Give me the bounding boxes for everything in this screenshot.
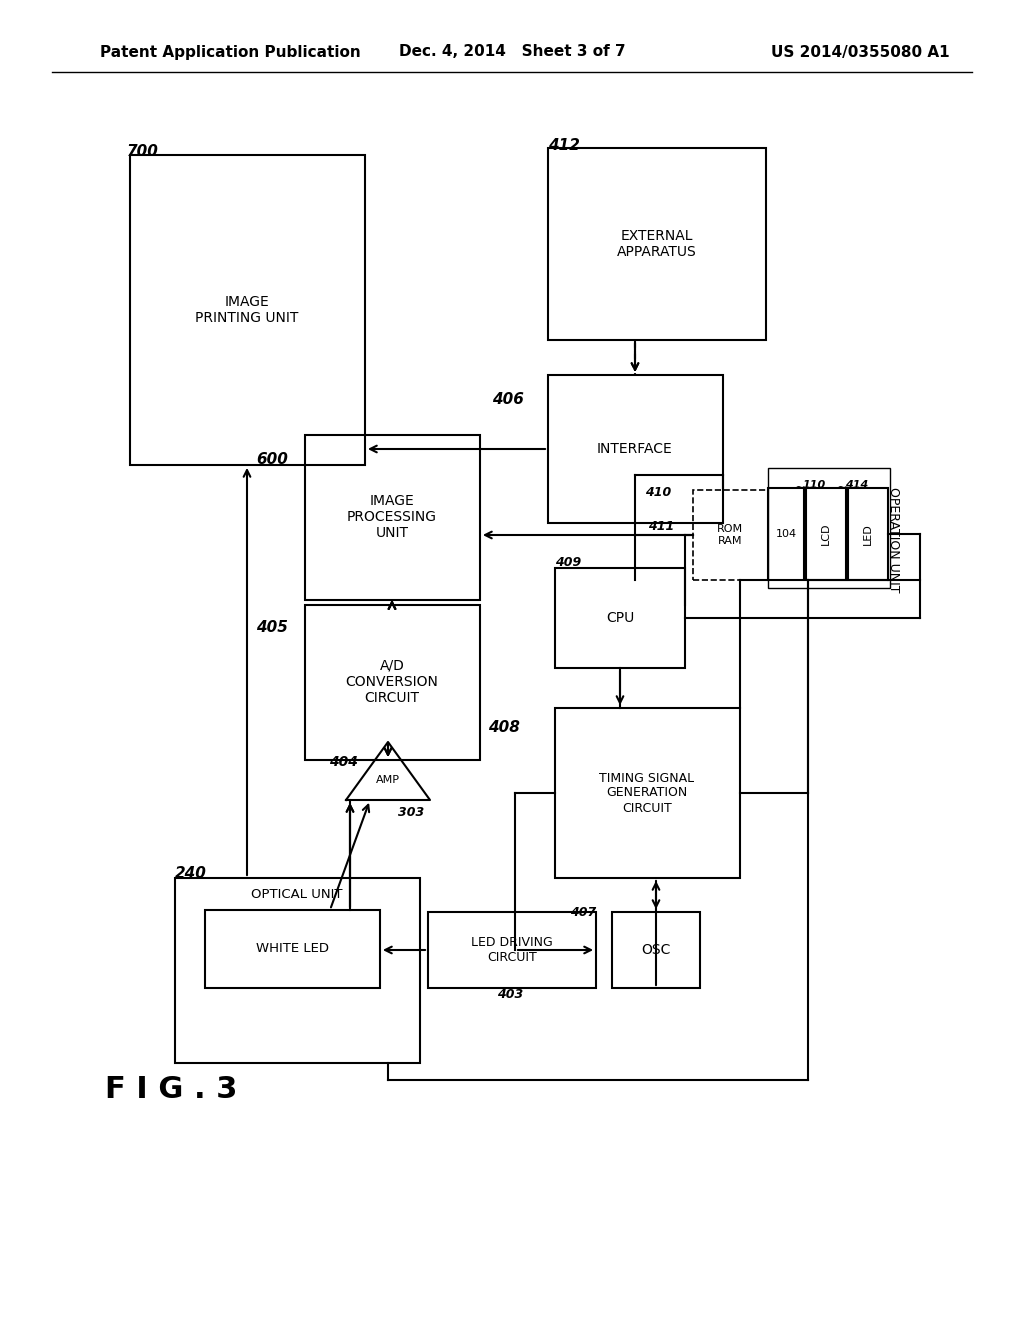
Text: 410: 410 xyxy=(645,486,672,499)
Text: LCD: LCD xyxy=(821,523,831,545)
Bar xyxy=(428,912,596,987)
Text: INTERFACE: INTERFACE xyxy=(597,442,673,455)
Text: 404: 404 xyxy=(329,755,358,770)
Text: AMP: AMP xyxy=(376,775,400,785)
Text: 406: 406 xyxy=(493,392,524,408)
Text: IMAGE
PROCESSING
UNIT: IMAGE PROCESSING UNIT xyxy=(347,494,437,540)
Text: 403: 403 xyxy=(497,989,523,1002)
Text: OPTICAL UNIT: OPTICAL UNIT xyxy=(251,888,343,902)
Bar xyxy=(612,912,700,987)
Text: 303: 303 xyxy=(398,805,424,818)
Bar xyxy=(768,469,890,587)
Text: ROM
RAM: ROM RAM xyxy=(717,524,743,545)
Bar xyxy=(806,488,846,579)
Bar xyxy=(693,490,768,579)
Text: A/D
CONVERSION
CIRCUIT: A/D CONVERSION CIRCUIT xyxy=(345,659,438,705)
Text: 700: 700 xyxy=(127,144,159,160)
Text: LED DRIVING
CIRCUIT: LED DRIVING CIRCUIT xyxy=(471,936,553,964)
Text: LED: LED xyxy=(863,523,873,545)
Text: IMAGE
PRINTING UNIT: IMAGE PRINTING UNIT xyxy=(196,294,299,325)
Text: 600: 600 xyxy=(256,453,288,467)
Text: F I G . 3: F I G . 3 xyxy=(105,1076,238,1105)
Bar xyxy=(768,488,804,579)
Text: EXTERNAL
APPARATUS: EXTERNAL APPARATUS xyxy=(617,228,697,259)
Text: OPERATION UNIT: OPERATION UNIT xyxy=(887,487,899,593)
Text: 408: 408 xyxy=(488,721,520,735)
Text: 414: 414 xyxy=(845,480,868,490)
Bar xyxy=(848,488,888,579)
Bar xyxy=(548,148,766,341)
Bar xyxy=(205,909,380,987)
Bar xyxy=(305,436,480,601)
Bar xyxy=(305,605,480,760)
Text: Patent Application Publication: Patent Application Publication xyxy=(100,45,360,59)
Text: ~: ~ xyxy=(795,480,805,494)
Text: US 2014/0355080 A1: US 2014/0355080 A1 xyxy=(771,45,950,59)
Bar xyxy=(175,878,420,1063)
Text: 405: 405 xyxy=(256,620,288,635)
Text: TIMING SIGNAL
GENERATION
CIRCUIT: TIMING SIGNAL GENERATION CIRCUIT xyxy=(599,771,694,814)
Text: 104: 104 xyxy=(775,529,797,539)
Text: 411: 411 xyxy=(648,520,674,533)
Bar xyxy=(555,568,685,668)
Bar xyxy=(548,375,723,523)
Text: 409: 409 xyxy=(555,557,582,569)
Text: CPU: CPU xyxy=(606,611,634,624)
Bar xyxy=(130,154,365,465)
Text: Dec. 4, 2014   Sheet 3 of 7: Dec. 4, 2014 Sheet 3 of 7 xyxy=(398,45,626,59)
Bar xyxy=(555,708,740,878)
Text: 240: 240 xyxy=(175,866,207,882)
Text: 412: 412 xyxy=(548,137,580,153)
Text: 407: 407 xyxy=(569,906,596,919)
Text: ~: ~ xyxy=(837,480,847,494)
Text: 110: 110 xyxy=(803,480,826,490)
Text: OSC: OSC xyxy=(641,942,671,957)
Text: WHITE LED: WHITE LED xyxy=(256,942,329,956)
